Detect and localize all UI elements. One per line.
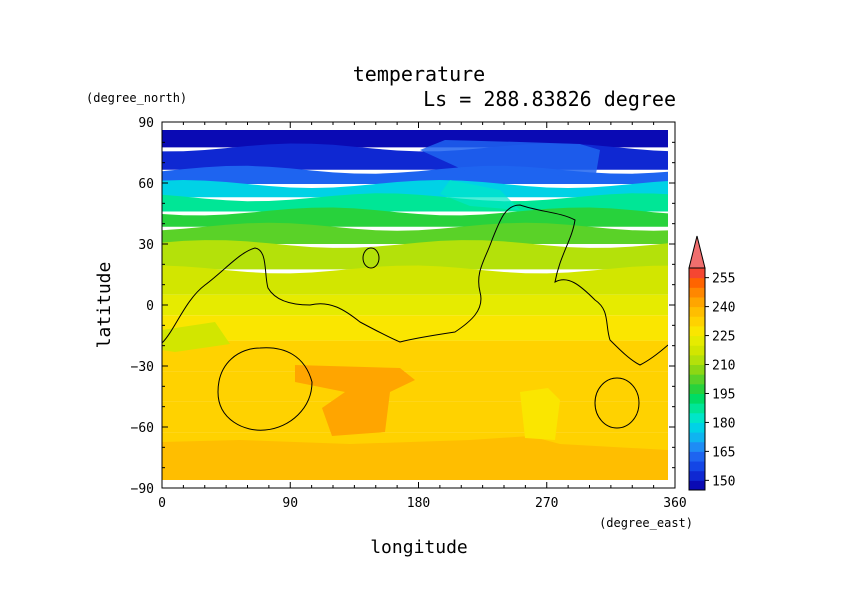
y-tick-label: −60 [131, 421, 154, 436]
colorbar-label: 225 [712, 330, 735, 345]
colorbar: 255 240 225 210 195 180 165 150 [688, 235, 735, 491]
x-axis-label: longitude [370, 537, 468, 558]
temperature-band [162, 265, 668, 295]
colorbar-swatch [689, 470, 705, 481]
colorbar-swatch [689, 393, 705, 404]
western-cool-patch [162, 322, 230, 352]
colorbar-swatch [689, 335, 705, 346]
colorbar-label: 240 [712, 301, 735, 316]
x-tick-label: 90 [282, 496, 298, 511]
regional-anomalies [162, 140, 668, 480]
colorbar-swatch [689, 374, 705, 385]
temperature-band [162, 340, 668, 372]
contour-east-south [594, 377, 640, 429]
x-tick-label: 270 [535, 496, 558, 511]
colorbar-top-arrow [688, 235, 706, 269]
contour-small-north [362, 247, 380, 269]
colorbar-swatch [689, 316, 705, 327]
x-tick-label: 0 [158, 496, 166, 511]
contour-main [162, 204, 668, 366]
temperature-band [162, 401, 668, 433]
temperature-band [162, 315, 668, 341]
yellow-patch [520, 388, 560, 440]
colorbar-swatch [689, 277, 705, 288]
x-unit-label: (degree_east) [599, 516, 693, 530]
colorbar-swatch [689, 383, 705, 394]
chart-subtitle: Ls = 288.83826 degree [423, 87, 676, 111]
warm-anomaly-patch [295, 365, 415, 436]
colorbar-label: 210 [712, 359, 735, 374]
colorbar-swatch [689, 306, 705, 317]
y-tick-label: 60 [138, 177, 154, 192]
y-tick-label: 90 [138, 116, 154, 131]
axis-ticks: 0 90 180 270 360 90 60 30 0 −30 −60 −90 [131, 116, 687, 511]
colorbar-swatch [689, 403, 705, 414]
temperature-band [162, 222, 668, 244]
colorbar-swatch [689, 432, 705, 443]
colorbar-swatch [689, 325, 705, 337]
chart-title: temperature [353, 62, 485, 86]
colorbar-swatch [689, 422, 705, 433]
northern-cold-lobe [420, 140, 600, 180]
colorbar-label: 195 [712, 387, 735, 402]
colorbar-label: 150 [712, 474, 735, 489]
temperature-band [162, 207, 668, 227]
y-tick-label: −90 [131, 482, 154, 497]
temperature-band [162, 371, 668, 402]
temperature-band [162, 180, 668, 198]
colorbar-swatch [689, 296, 705, 308]
temperature-band [162, 240, 668, 270]
temperature-band [162, 294, 668, 316]
temperature-field [162, 130, 668, 480]
colorbar-label: 165 [712, 445, 735, 460]
topography-contours [162, 204, 668, 431]
y-axis-label: latitude [94, 262, 115, 349]
colorbar-swatch [689, 354, 705, 366]
colorbar-frame [688, 267, 706, 491]
colorbar-label: 180 [712, 416, 735, 431]
cyan-intrusion [440, 180, 520, 210]
colorbar-label: 255 [712, 272, 735, 287]
colorbar-swatch [689, 345, 705, 356]
x-tick-label: 180 [407, 496, 430, 511]
colorbar-swatch [689, 412, 705, 423]
y-tick-label: 0 [146, 299, 154, 314]
y-tick-label: −30 [131, 360, 154, 375]
colorbar-swatch [689, 461, 705, 472]
colorbar-swatch [689, 441, 705, 452]
y-unit-label: (degree_north) [86, 91, 187, 105]
colorbar-swatch [689, 480, 705, 491]
temperature-band [162, 193, 668, 212]
y-tick-label: 30 [138, 238, 154, 253]
colorbar-swatch [689, 287, 705, 298]
colorbar-swatch [689, 451, 705, 462]
x-tick-label: 360 [663, 496, 686, 511]
colorbar-swatch [689, 364, 705, 375]
colorbar-swatch [689, 268, 705, 279]
southern-orange-band [162, 436, 668, 480]
contour-west-south [217, 347, 313, 431]
